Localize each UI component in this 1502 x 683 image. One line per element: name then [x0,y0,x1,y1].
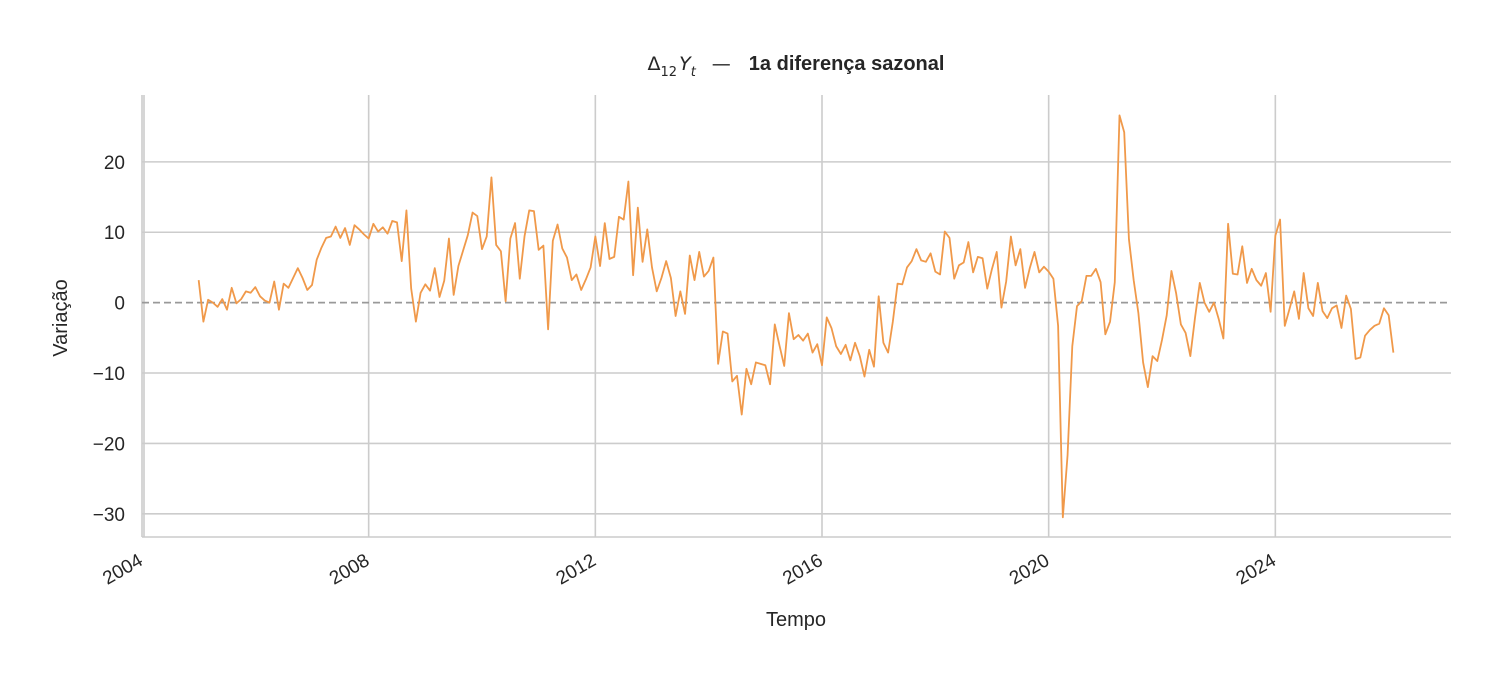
series-group [197,114,1395,519]
y-tick-label: −30 [93,505,125,526]
y-tick-label: −10 [93,364,125,385]
title-math-variable: Y [679,53,692,75]
x-tick-label: 2012 [553,550,600,589]
x-tick-label: 2004 [99,550,146,590]
title-text: 1a diferença sazonal [749,53,945,75]
title-separator: — [712,53,731,75]
title-math-variable-subscript: t [691,65,697,80]
y-tick-label: 20 [104,153,125,174]
title-math-symbol: Δ [648,53,661,75]
y-axis-label: Variação [50,279,72,356]
x-tick-label: 2020 [1006,550,1053,589]
x-tick-label: 2024 [1233,550,1280,590]
title-math-subscript: 12 [661,65,678,80]
series-line [197,114,1395,519]
x-tick-label: 2016 [779,550,826,589]
grid-lines [141,95,1451,537]
y-tick-label: 0 [114,294,125,315]
x-tick-labels: 2004 2008 2012 2016 2020 2024 [99,550,1280,590]
y-tick-labels: −30 −20 −10 0 10 20 [93,153,125,526]
y-tick-label: −20 [93,434,125,455]
chart-title: Δ12 Yt — 1a diferença sazonal [648,53,945,80]
x-tick-label: 2008 [326,550,373,589]
y-tick-label: 10 [104,223,125,244]
x-axis-label: Tempo [766,609,826,631]
axes-spines [142,95,1451,538]
